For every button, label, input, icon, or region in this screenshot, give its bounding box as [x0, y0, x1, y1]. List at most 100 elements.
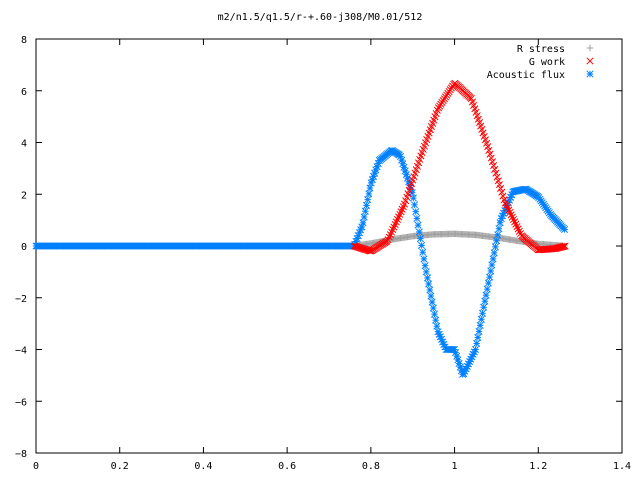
data-point	[362, 201, 371, 209]
data-point	[513, 223, 521, 231]
data-point	[497, 184, 505, 192]
data-point	[369, 172, 378, 181]
data-point	[415, 228, 423, 236]
data-point	[560, 242, 568, 250]
legend-label-r-stress: R stress	[517, 44, 565, 55]
data-point	[501, 199, 509, 207]
data-point	[420, 255, 428, 263]
data-point	[433, 322, 441, 330]
data-point	[483, 285, 491, 293]
data-point	[487, 267, 495, 275]
data-point	[365, 190, 373, 198]
data-point	[490, 249, 498, 257]
data-point	[489, 255, 497, 263]
data-point	[493, 237, 501, 245]
data-point	[506, 208, 514, 216]
data-point	[512, 220, 520, 228]
chart-title: m2/n1.5/q1.5/r-+.60-j308/M0.01/512	[218, 12, 423, 23]
x-tick-label: 0	[33, 461, 39, 472]
data-point	[359, 219, 367, 227]
y-tick-label: 0	[21, 242, 27, 253]
legend-label-g-work: G work	[529, 57, 565, 68]
legend: R stress G work Acoustic flux	[487, 44, 594, 81]
data-point	[496, 219, 504, 227]
data-point	[360, 213, 368, 221]
data-point	[358, 223, 366, 231]
data-point	[366, 247, 375, 255]
data-point	[492, 169, 500, 177]
data-point	[488, 261, 496, 269]
y-tick-label: 2	[21, 190, 27, 201]
legend-marker	[586, 44, 594, 52]
data-point	[474, 333, 482, 341]
data-point	[473, 339, 481, 348]
data-points	[32, 79, 569, 378]
data-point	[514, 225, 522, 233]
data-point	[361, 207, 369, 215]
axes-ticks: 0 0.2 0.4 0.6 0.8 1 1.2 1.4 8 6 4 2 0 −2 −4 −6 −8	[15, 35, 631, 472]
data-point	[504, 204, 512, 212]
data-point	[411, 201, 419, 209]
data-point	[480, 303, 488, 311]
legend-marker	[586, 70, 594, 78]
data-point	[515, 227, 523, 235]
data-point	[487, 154, 495, 162]
data-point	[364, 196, 372, 204]
data-point	[491, 243, 499, 251]
data-point	[425, 280, 433, 288]
y-tick-label: −6	[15, 397, 27, 408]
y-tick-label: 8	[21, 35, 27, 46]
x-tick-label: 1	[452, 461, 458, 472]
data-point	[396, 152, 405, 161]
data-point	[440, 340, 448, 348]
data-point	[423, 274, 432, 282]
data-point	[430, 310, 439, 318]
data-point	[475, 327, 483, 335]
data-point	[561, 225, 569, 234]
data-point	[507, 211, 515, 219]
data-point	[478, 309, 487, 317]
x-tick-label: 0.6	[278, 461, 296, 472]
data-point	[561, 242, 569, 250]
data-point	[494, 177, 502, 185]
data-point	[502, 201, 511, 209]
x-tick-label: 0.8	[362, 461, 380, 472]
data-point	[418, 241, 426, 250]
data-point	[509, 215, 518, 224]
data-point	[486, 150, 494, 158]
data-point	[416, 235, 424, 243]
data-point	[421, 262, 429, 270]
data-point	[409, 194, 417, 202]
data-point	[490, 162, 498, 170]
legend-marker	[586, 57, 594, 65]
data-point	[429, 304, 437, 312]
y-tick-label: −8	[15, 449, 27, 460]
data-point	[476, 321, 484, 329]
data-point	[482, 291, 490, 299]
data-point	[498, 188, 506, 196]
data-point	[481, 297, 489, 305]
data-point	[471, 345, 480, 354]
data-point	[493, 173, 501, 181]
data-point	[495, 225, 503, 233]
data-point	[511, 218, 519, 226]
data-point	[494, 231, 502, 239]
x-tick-label: 1.4	[613, 461, 631, 472]
y-tick-label: 6	[21, 87, 27, 98]
data-point	[484, 279, 492, 287]
series-acoustic-flux	[32, 147, 569, 378]
legend-label-acoustic-flux: Acoustic flux	[487, 70, 565, 81]
data-point	[414, 221, 422, 229]
y-tick-label: −4	[15, 346, 27, 357]
data-point	[508, 213, 516, 221]
data-point	[486, 273, 494, 281]
data-point	[412, 208, 420, 216]
data-point	[559, 243, 567, 251]
data-point	[428, 298, 436, 306]
data-point	[426, 286, 434, 294]
series-g-work	[350, 79, 569, 255]
data-point	[488, 158, 496, 166]
x-tick-label: 0.4	[194, 461, 212, 472]
data-point	[477, 315, 485, 323]
